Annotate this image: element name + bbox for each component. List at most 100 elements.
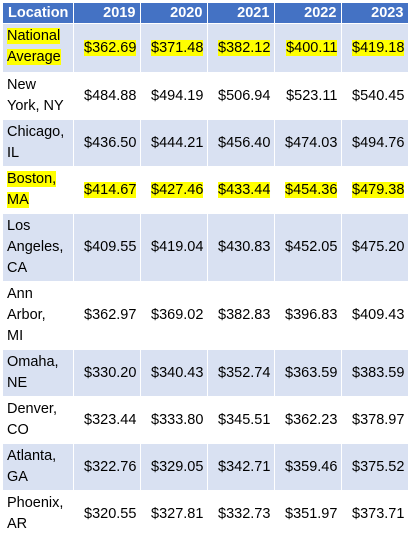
value-cell-2023: $479.38 (341, 166, 410, 214)
value-cell-2022: $363.59 (274, 349, 343, 397)
value-text: $373.71 (352, 505, 405, 522)
value-text: $369.02 (151, 307, 204, 323)
location-line: Chicago, (7, 124, 65, 140)
value-cell-2019: $330.20 (73, 349, 142, 397)
value-cell-2022: $400.11 (274, 23, 343, 73)
value-text: $419.04 (151, 239, 204, 255)
location-line: CO (7, 422, 29, 438)
table-row: Boston, MA $414.67 $427.46 $433.44 $454.36 $47… (1, 166, 410, 214)
table-row: Phoenix, AR $320.55 $327.81 $332.73 $351.97 $3… (1, 490, 410, 538)
location-line: Ann (7, 286, 33, 302)
value-cell-2019: $362.97 (73, 281, 142, 350)
value-cell-2023: $409.43 (341, 281, 410, 350)
value-text: $345.51 (218, 411, 271, 428)
location-line: Phoenix, (7, 495, 64, 511)
table-row: New York, NY $484.88 $494.19 $506.94 $523.11 $… (1, 72, 410, 120)
value-text: $506.94 (218, 87, 271, 104)
value-cell-2022: $362.23 (274, 396, 343, 444)
value-cell-2019: $484.88 (73, 72, 142, 120)
location-line: GA (7, 469, 28, 485)
value-cell-2020: $494.19 (140, 72, 209, 120)
location-line: MA (7, 192, 29, 208)
value-text: $494.19 (151, 87, 204, 104)
value-cell-2023: $378.97 (341, 396, 410, 444)
value-text: $327.81 (151, 505, 204, 522)
value-cell-2021: $352.74 (207, 349, 276, 397)
value-text: $332.73 (218, 505, 271, 522)
table-row: Denver, CO $323.44 $333.80 $345.51 $362.23 $37… (1, 396, 410, 444)
value-cell-2020: $329.05 (140, 443, 209, 491)
location-cell: National Average (1, 23, 75, 73)
value-cell-2019: $414.67 (73, 166, 142, 214)
value-text: $475.20 (352, 239, 405, 255)
value-text: $383.59 (352, 364, 405, 381)
value-cell-2020: $369.02 (140, 281, 209, 350)
value-text: $342.71 (218, 458, 271, 475)
location-line: MI (7, 328, 24, 344)
value-text: $452.05 (285, 239, 338, 255)
value-cell-2022: $452.05 (274, 213, 343, 282)
value-cell-2021: $332.73 (207, 490, 276, 538)
table-row: Omaha, NE $330.20 $340.43 $352.74 $363.59 $383… (1, 349, 410, 397)
value-cell-2019: $323.44 (73, 396, 142, 444)
value-cell-2021: $345.51 (207, 396, 276, 444)
location-line: National (7, 28, 61, 44)
table-row: Chicago, IL $436.50 $444.21 $456.40 $474.03 $4… (1, 119, 410, 167)
value-text: $351.97 (285, 505, 338, 522)
header-2020: 2020 (140, 2, 209, 24)
value-text: $494.76 (352, 134, 405, 151)
value-cell-2021: $433.44 (207, 166, 276, 214)
value-cell-2020: $333.80 (140, 396, 209, 444)
value-text: $430.83 (218, 239, 271, 255)
location-line: York, NY (7, 98, 64, 114)
location-cell: Omaha, NE (1, 349, 75, 397)
location-line: Los (7, 218, 31, 234)
header-2019: 2019 (73, 2, 142, 24)
value-text: $362.23 (285, 411, 338, 428)
value-text: $323.44 (84, 411, 137, 428)
value-text: $363.59 (285, 364, 338, 381)
value-text: $329.05 (151, 458, 204, 475)
location-line: New (7, 77, 37, 93)
value-text: $523.11 (286, 87, 338, 104)
value-text: $359.46 (285, 458, 338, 475)
location-line: IL (7, 145, 20, 161)
table-row: Ann Arbor, MI $362.97 $369.02 $382.83 $396.83 $… (1, 281, 410, 350)
value-cell-2021: $342.71 (207, 443, 276, 491)
location-line: Boston, (7, 171, 57, 187)
location-cell: Boston, MA (1, 166, 75, 214)
value-cell-2020: $371.48 (140, 23, 209, 73)
value-cell-2020: $444.21 (140, 119, 209, 167)
value-text: $320.55 (84, 505, 137, 522)
value-text: $454.36 (285, 181, 338, 198)
value-cell-2020: $427.46 (140, 166, 209, 214)
location-line: AR (7, 516, 28, 532)
value-text: $396.83 (285, 307, 338, 323)
value-cell-2023: $494.76 (341, 119, 410, 167)
value-cell-2022: $351.97 (274, 490, 343, 538)
value-text: $352.74 (218, 364, 271, 381)
value-text: $484.88 (84, 87, 137, 104)
value-cell-2019: $409.55 (73, 213, 142, 282)
value-cell-2023: $540.45 (341, 72, 410, 120)
value-text: $333.80 (151, 411, 204, 428)
value-cell-2023: $373.71 (341, 490, 410, 538)
value-text: $362.97 (84, 307, 137, 323)
value-text: $330.20 (84, 364, 137, 381)
value-cell-2020: $340.43 (140, 349, 209, 397)
value-text: $382.83 (218, 307, 271, 323)
value-cell-2019: $362.69 (73, 23, 142, 73)
value-cell-2023: $475.20 (341, 213, 410, 282)
header-2023: 2023 (341, 2, 410, 24)
location-line: Atlanta, (7, 448, 57, 464)
value-text: $444.21 (151, 134, 204, 151)
value-cell-2019: $320.55 (73, 490, 142, 538)
header-row: Location 2019 2020 2021 2022 2023 (1, 2, 410, 24)
value-text: $414.67 (84, 181, 137, 198)
location-line: CA (7, 260, 28, 276)
value-cell-2023: $375.52 (341, 443, 410, 491)
value-text: $371.48 (151, 39, 204, 56)
location-line: Denver, (7, 401, 57, 417)
